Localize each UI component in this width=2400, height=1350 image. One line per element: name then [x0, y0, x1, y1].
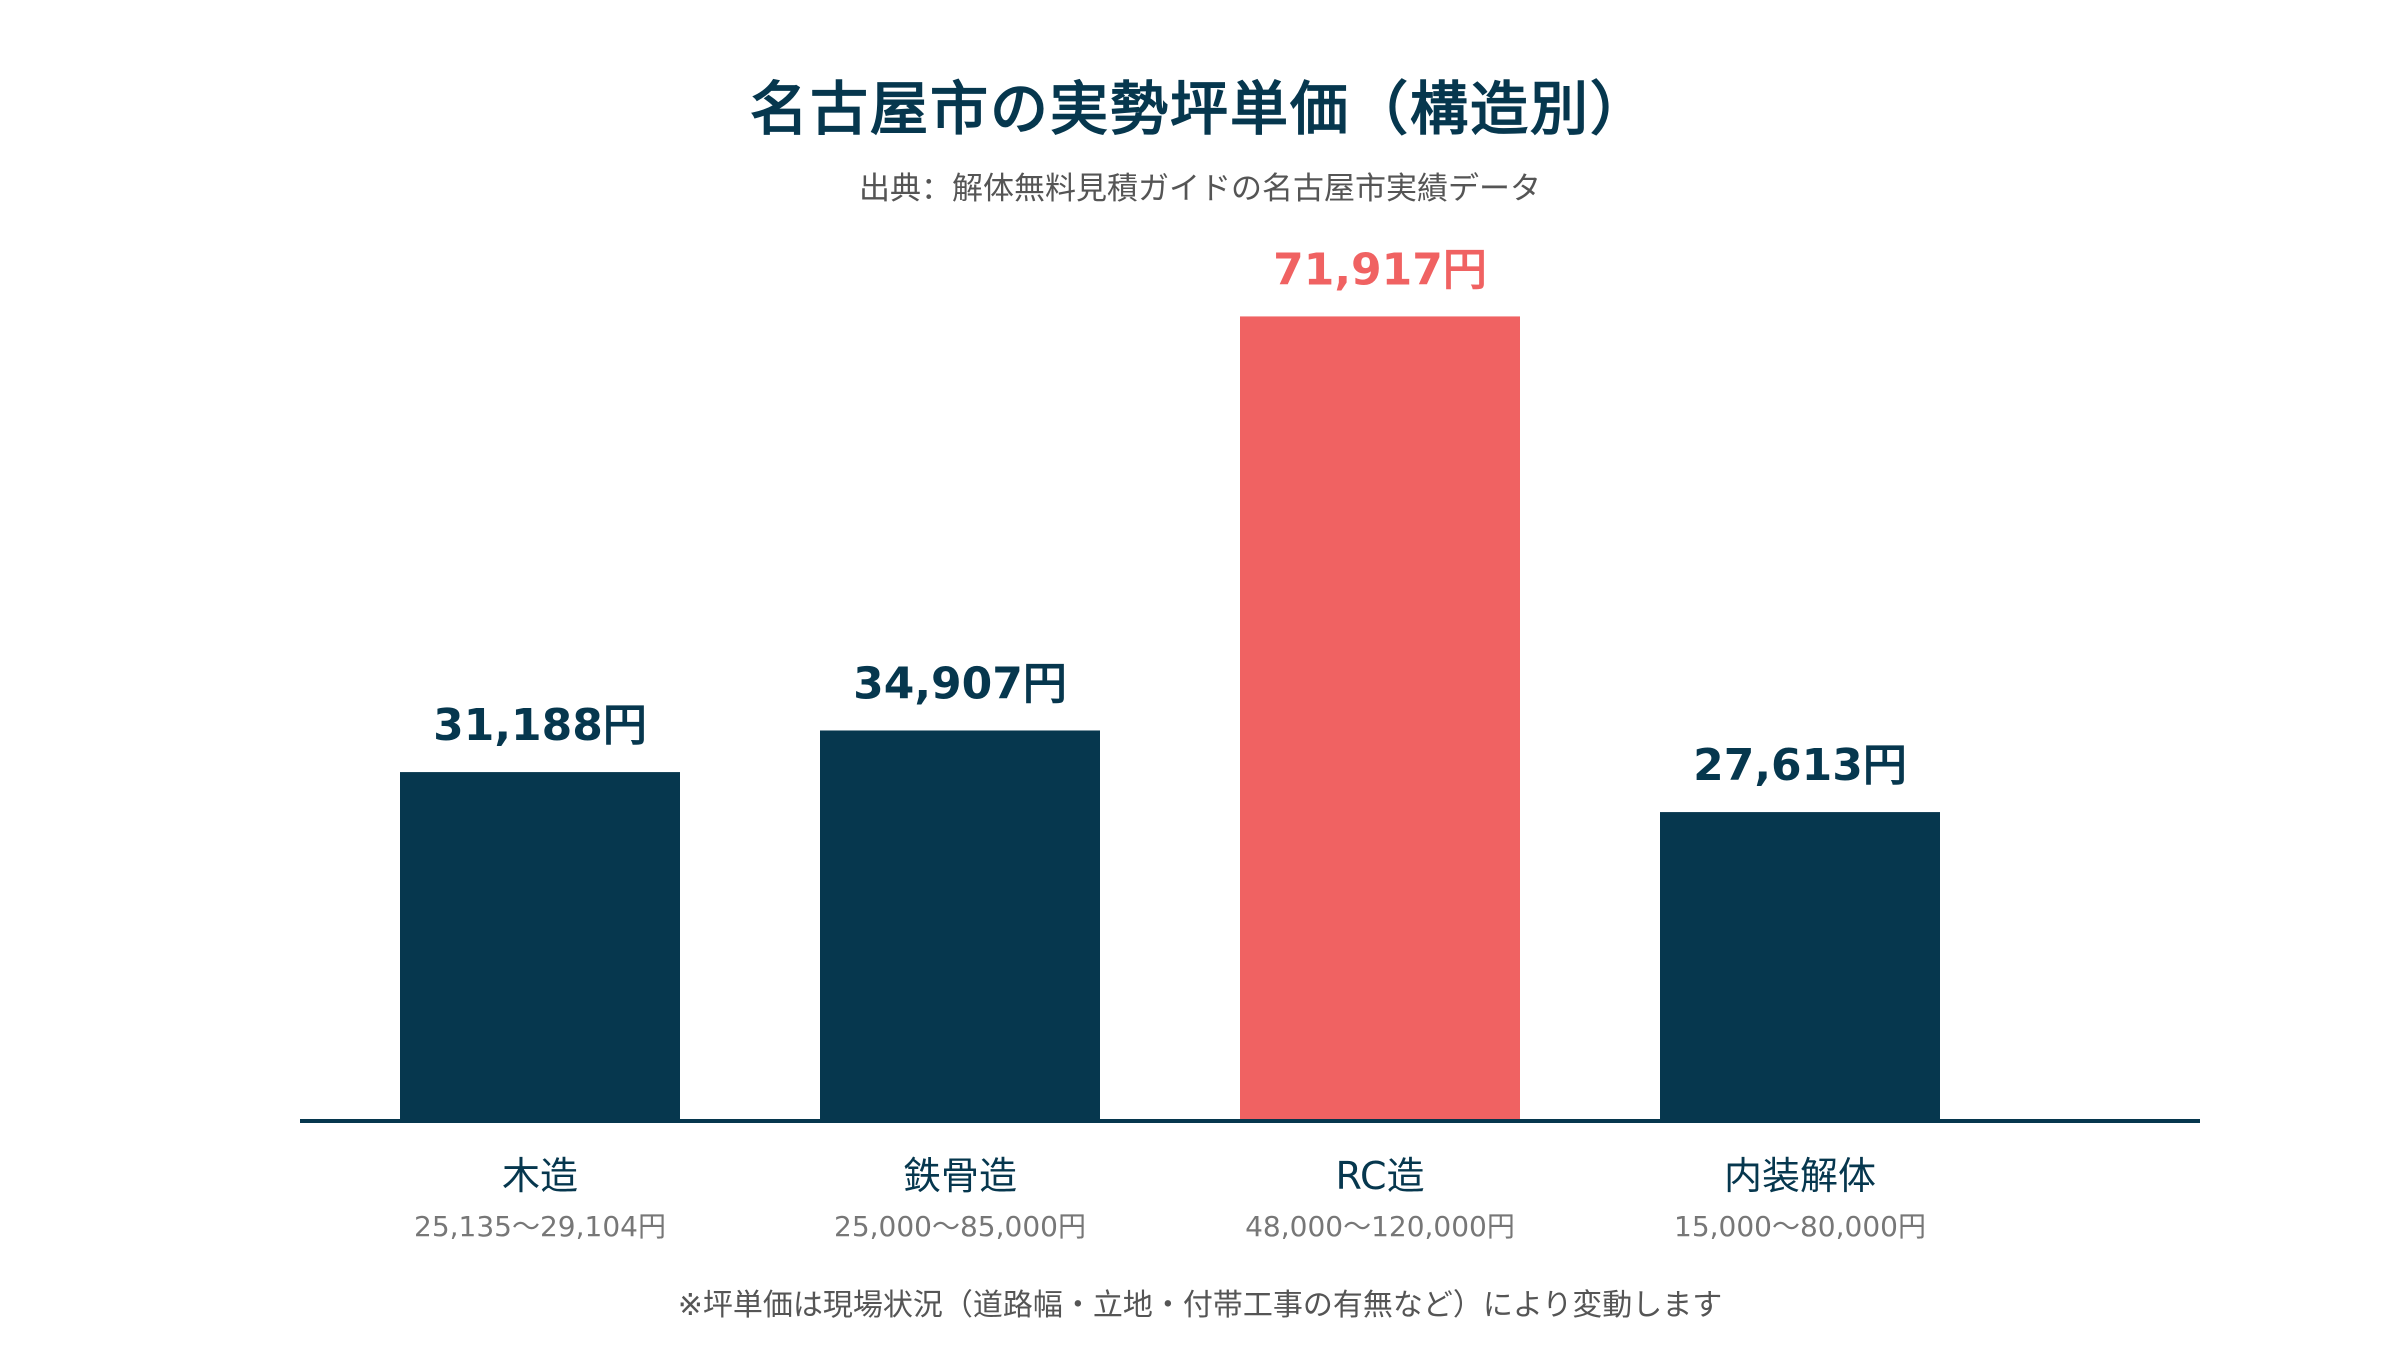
bar-2	[820, 730, 1100, 1121]
bar-4	[1660, 812, 1940, 1121]
range-label: 25,135〜29,104円	[414, 1210, 666, 1243]
bar-value-label: 31,188円	[433, 700, 647, 751]
range-label: 48,000〜120,000円	[1245, 1210, 1515, 1243]
category-label: 鉄骨造	[903, 1154, 1017, 1198]
bar-3	[1240, 316, 1520, 1121]
category-label: 内装解体	[1724, 1154, 1876, 1198]
bar-value-label: 27,613円	[1693, 740, 1907, 791]
category-label: RC造	[1335, 1154, 1424, 1198]
bar-value-label: 71,917円	[1273, 244, 1487, 295]
footnote: ※坪単価は現場状況（道路幅・立地・付帯工事の有無など）により変動します	[677, 1288, 1723, 1323]
range-label: 25,000〜85,000円	[834, 1210, 1086, 1243]
bar-value-label: 34,907円	[853, 658, 1067, 709]
range-label: 15,000〜80,000円	[1674, 1210, 1926, 1243]
bar-1	[400, 772, 680, 1121]
chart-subtitle: 出典：解体無料見積ガイドの名古屋市実績データ	[859, 171, 1541, 207]
category-label: 木造	[502, 1154, 578, 1198]
chart-title: 名古屋市の実勢坪単価（構造別）	[749, 75, 1650, 143]
